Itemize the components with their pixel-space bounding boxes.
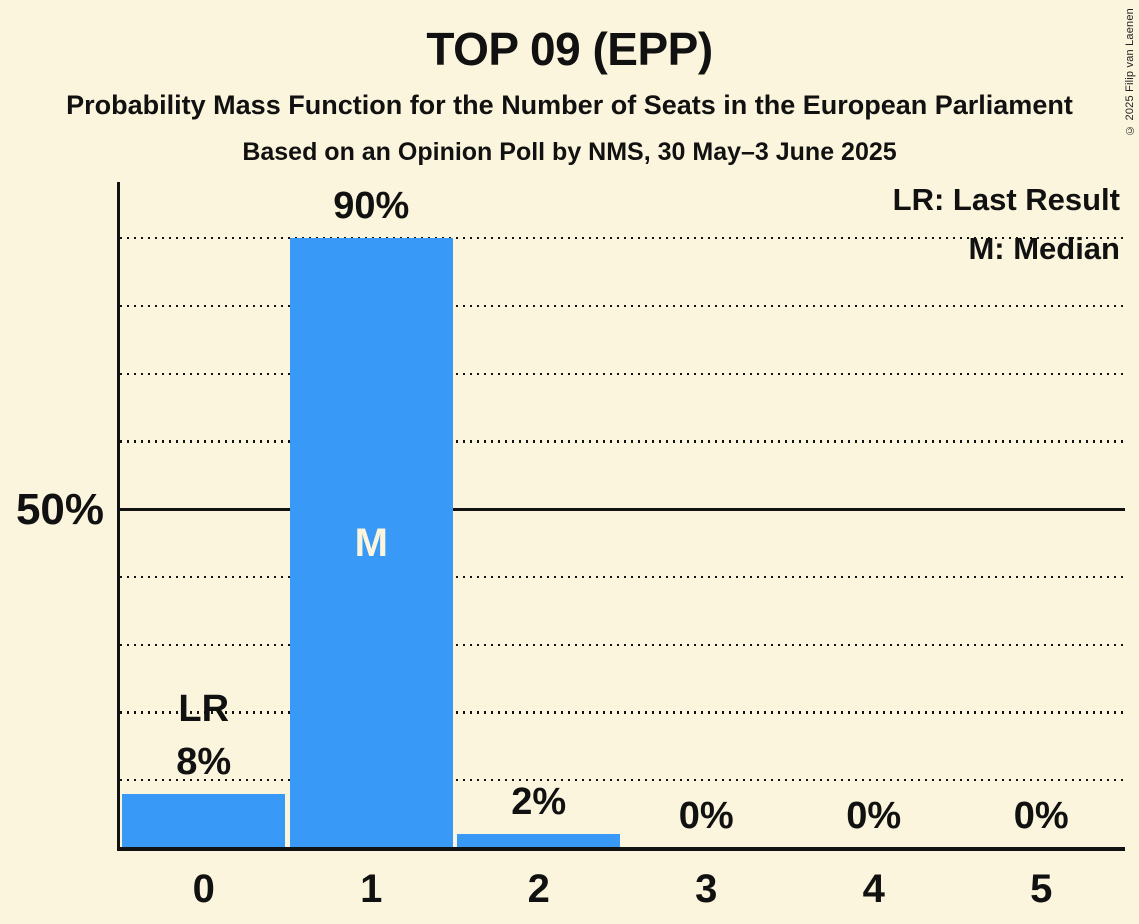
bar-value-label-5: 0%	[1013, 795, 1069, 837]
x-tick-label-4: 4	[862, 867, 885, 911]
gridline-80-percent	[120, 304, 1125, 307]
x-tick-label-1: 1	[360, 867, 383, 911]
gridline-90-percent	[120, 236, 1125, 240]
gridline-70-percent	[120, 372, 1125, 375]
bar-seats-1	[289, 237, 453, 848]
gridline-50-percent-solid	[120, 507, 1125, 511]
y-axis-label-50-percent: 50%	[15, 485, 105, 534]
bar-value-label-2: 2%	[511, 781, 567, 824]
copyright-notice: © 2025 Filip van Laenen	[1124, 8, 1136, 136]
last-result-marker: LR	[178, 687, 230, 730]
gridline-40-percent	[120, 575, 1125, 579]
legend-median: M: Median	[968, 231, 1120, 266]
bar-seats-0	[122, 793, 286, 848]
chart-title: TOP 09 (EPP)	[426, 23, 713, 75]
bar-value-label-3: 0%	[678, 795, 734, 837]
gridline-20-percent	[120, 711, 1125, 714]
x-tick-label-2: 2	[527, 867, 550, 911]
bar-value-label-1: 90%	[333, 184, 410, 227]
median-marker: M	[354, 520, 388, 565]
x-tick-label-5: 5	[1030, 867, 1053, 911]
gridline-30-percent	[120, 643, 1125, 646]
bar-seats-2	[457, 834, 621, 848]
legend-last-result: LR: Last Result	[892, 182, 1120, 217]
bar-value-label-4: 0%	[846, 795, 902, 837]
y-axis-line	[117, 182, 120, 850]
gridline-60-percent	[120, 440, 1125, 443]
bar-value-label-0: 8%	[176, 740, 232, 783]
x-tick-label-3: 3	[695, 867, 718, 911]
x-tick-label-0: 0	[192, 867, 215, 911]
chart-subtitle-poll-source: Based on an Opinion Poll by NMS, 30 May–…	[242, 138, 897, 166]
chart-subtitle: Probability Mass Function for the Number…	[66, 90, 1073, 120]
gridline-10-percent	[120, 779, 1125, 782]
x-axis-line	[117, 847, 1125, 851]
